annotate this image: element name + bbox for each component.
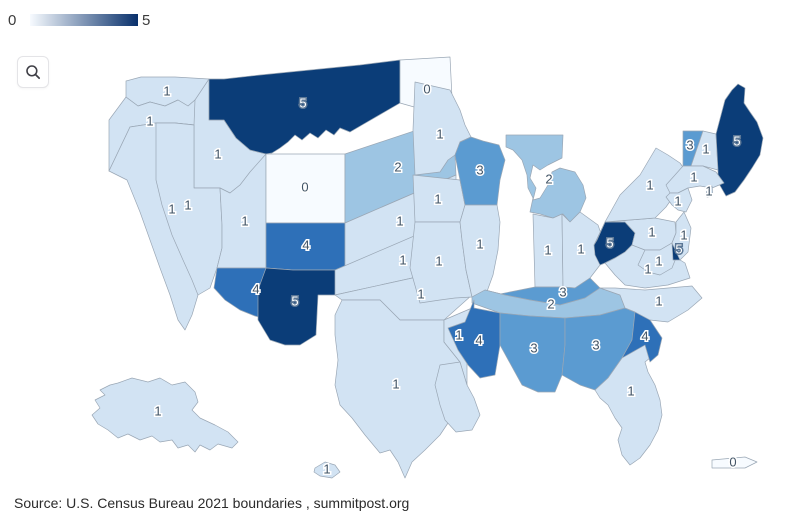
svg-text:1: 1 (214, 146, 221, 161)
svg-text:4: 4 (475, 332, 482, 347)
svg-text:1: 1 (163, 83, 170, 98)
svg-text:1: 1 (417, 286, 424, 301)
svg-text:1: 1 (146, 113, 153, 128)
svg-text:2: 2 (545, 171, 552, 186)
svg-text:1: 1 (154, 403, 161, 418)
svg-text:1: 1 (396, 213, 403, 228)
svg-text:5: 5 (291, 293, 298, 308)
svg-text:1: 1 (705, 183, 712, 198)
svg-text:1: 1 (184, 197, 191, 212)
svg-text:5: 5 (606, 235, 613, 250)
svg-text:1: 1 (627, 383, 634, 398)
svg-text:1: 1 (323, 461, 330, 476)
svg-text:1: 1 (690, 169, 697, 184)
svg-text:2: 2 (547, 296, 554, 311)
svg-text:1: 1 (399, 252, 406, 267)
svg-text:1: 1 (168, 201, 175, 216)
svg-text:5: 5 (733, 133, 740, 148)
svg-text:5: 5 (299, 95, 306, 110)
svg-text:1: 1 (455, 327, 462, 342)
svg-text:1: 1 (644, 261, 651, 276)
svg-text:1: 1 (680, 227, 687, 242)
svg-text:1: 1 (655, 253, 662, 268)
svg-text:1: 1 (241, 213, 248, 228)
svg-text:1: 1 (655, 293, 662, 308)
svg-text:1: 1 (476, 236, 483, 251)
svg-text:3: 3 (686, 137, 693, 152)
svg-text:1: 1 (435, 253, 442, 268)
svg-text:0: 0 (423, 81, 430, 96)
svg-text:1: 1 (436, 126, 443, 141)
svg-text:3: 3 (476, 162, 483, 177)
svg-text:4: 4 (252, 281, 259, 296)
svg-text:3: 3 (530, 340, 537, 355)
svg-text:1: 1 (648, 224, 655, 239)
svg-text:2: 2 (394, 159, 401, 174)
svg-text:1: 1 (674, 193, 681, 208)
svg-text:1: 1 (702, 141, 709, 156)
svg-text:3: 3 (592, 337, 599, 352)
svg-text:4: 4 (641, 328, 648, 343)
svg-text:1: 1 (577, 241, 584, 256)
svg-text:0: 0 (729, 454, 736, 469)
svg-text:1: 1 (392, 376, 399, 391)
svg-text:0: 0 (301, 179, 308, 194)
svg-text:4: 4 (302, 237, 309, 252)
svg-text:1: 1 (646, 177, 653, 192)
svg-text:3: 3 (559, 284, 566, 299)
svg-text:1: 1 (544, 242, 551, 257)
svg-text:5: 5 (675, 241, 682, 256)
svg-text:1: 1 (434, 191, 441, 206)
